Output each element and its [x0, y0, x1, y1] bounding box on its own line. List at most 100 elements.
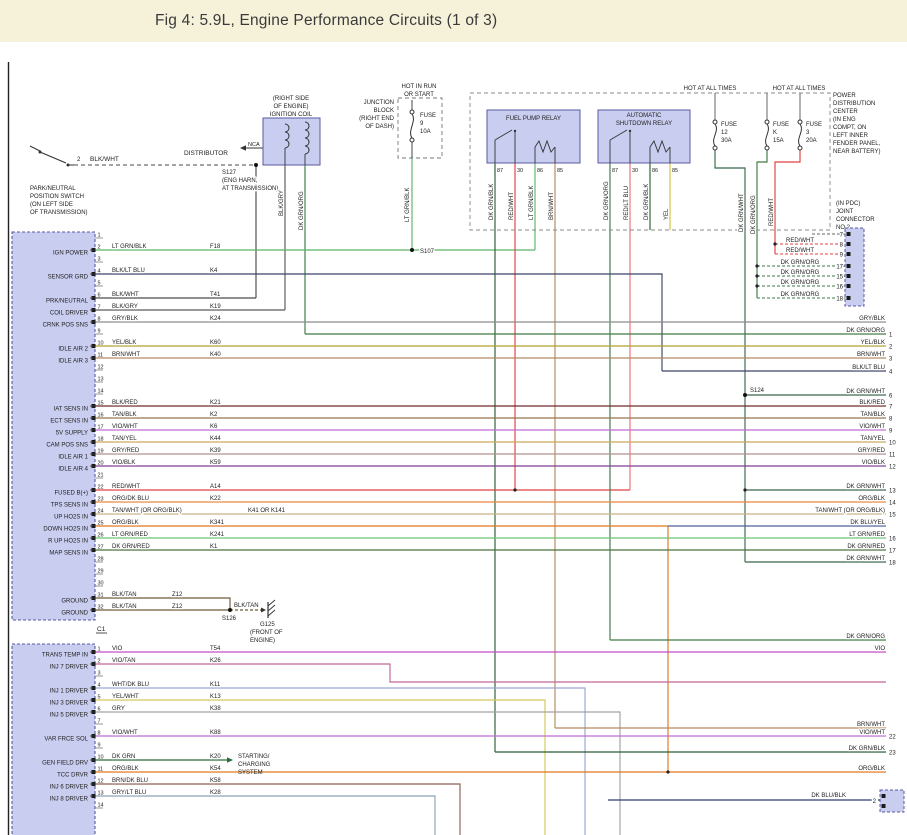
circuit-code: K341 — [210, 520, 225, 526]
wire-color-label: LT GRN/BLK — [529, 186, 535, 220]
pcm-function-label: CAM POS SNS — [46, 443, 88, 449]
pin-number: 8 — [840, 242, 844, 248]
hot-label: HOT IN RUN — [402, 84, 437, 90]
pcm-function-label: SENSOR GRD — [48, 275, 89, 281]
figure-title-bar: Fig 4: 5.9L, Engine Performance Circuits… — [0, 0, 907, 42]
pcm-function-label: ECT SENS IN — [50, 419, 88, 425]
circuit-code: Z12 — [172, 604, 183, 610]
circuit-code: T41 — [210, 292, 221, 298]
wire-label: VIO/BLK — [862, 460, 885, 466]
fuse-label: FUSE — [721, 122, 737, 128]
wire-label: DK GRN/BLK — [849, 746, 885, 752]
wire-label: DK GRN/RED — [847, 544, 885, 550]
wire-label: ORG/BLK — [858, 766, 885, 772]
hot-label: HOT AT ALL TIMES — [684, 86, 737, 92]
wire-color-label: RED/LT BLU — [624, 186, 630, 220]
starting-charging-caption: CHARGING — [238, 762, 271, 768]
ground-g125: S126 BLK/TAN G125 (FRONT OF ENGINE) — [221, 599, 283, 644]
joint-connector-caption: CONNECTOR — [836, 217, 875, 223]
circuit-code: K2 — [210, 412, 218, 418]
circuit-code: F18 — [210, 244, 221, 250]
wire-label: RED/WHT — [786, 238, 814, 244]
pnp-switch-caption: POSITION SWITCH — [30, 194, 84, 200]
connector-designator: C1 — [97, 626, 106, 633]
wire-label: DK BLU/YEL — [850, 520, 885, 526]
pin-number: 4 — [889, 369, 893, 375]
pnp-switch-caption: OF TRANSMISSION) — [30, 210, 88, 216]
pcm-pin-number: 5 — [98, 695, 101, 701]
fuse-label: 12 — [721, 130, 728, 136]
pnp-switch-caption: (ON LEFT SIDE — [30, 202, 73, 208]
wire-color-label: BRN/WHT — [112, 352, 140, 358]
wire-label: DK BLU/BLK — [811, 793, 846, 799]
ground-caption: ENGINE) — [250, 638, 275, 644]
wire-label: BRN/WHT — [857, 722, 885, 728]
relay-pin-number: 87 — [497, 168, 503, 174]
pin-number: 23 — [889, 750, 896, 756]
pin-number: 13 — [889, 488, 896, 494]
wire-label: VIO — [875, 646, 886, 652]
pcm-pin-number: 16 — [98, 413, 104, 419]
pin-number: 1 — [889, 332, 893, 338]
pcm-function-label: VAR FRCE SOL — [44, 737, 88, 743]
relay-pin-number: 30 — [632, 168, 638, 174]
pcm-pin-number: 11 — [98, 353, 104, 359]
circuit-code: K13 — [210, 694, 221, 700]
circuit-code: A14 — [210, 484, 221, 490]
relay-pin-number: 87 — [612, 168, 618, 174]
wire-color-label: RED/WHT — [769, 198, 775, 226]
pcm-function-label: GROUND — [61, 611, 88, 617]
hot-label: HOT AT ALL TIMES — [773, 86, 826, 92]
pcm-function-label: R UP HO2S IN — [48, 539, 88, 545]
wire-label: VIO/WHT — [859, 730, 885, 736]
wire-color-label: RED/WHT — [509, 192, 515, 220]
wire-color-label: RED/WHT — [112, 484, 140, 490]
fuse-label: K — [773, 130, 777, 136]
wiring-diagram: GRY/BLK DK GRN/ORG 1 YEL/BLK 2 BRN/WHT 3 BLK/LT… — [7, 62, 905, 835]
wire-label: TAN/BLK — [860, 412, 885, 418]
pin-number: 15 — [836, 274, 843, 280]
wire-color-label: BLK/WHT — [112, 292, 139, 298]
pin-number: 16 — [836, 284, 843, 290]
pcm-pin-number: 1 — [98, 233, 101, 239]
circuit-code: K54 — [210, 766, 221, 772]
wire-color-label: DK GRN/RED — [112, 544, 150, 550]
joint-connector-caption: NO 2 — [836, 225, 851, 231]
circuit-code: K241 — [210, 532, 225, 538]
pcm-function-label: IDLE AIR 1 — [58, 455, 88, 461]
pcm-function-label: MAP SENS IN — [49, 551, 88, 557]
pin-number: 17 — [836, 264, 843, 270]
fuse-label: 30A — [721, 138, 732, 144]
pcm-pin-number: 18 — [98, 437, 104, 443]
wire-label: TAN/WHT (OR ORG/BLK) — [815, 508, 885, 514]
wire-label: BRN/WHT — [857, 352, 885, 358]
fuse-label: 15A — [773, 138, 784, 144]
pcm-pin-number: 17 — [98, 425, 104, 431]
splice-label: S127 — [222, 170, 237, 176]
ignition-coil-caption: IGNITION COIL — [270, 112, 313, 118]
wire-label: DK GRN/ORG — [781, 280, 820, 286]
pcm-pin-number: 9 — [98, 329, 101, 335]
pcm-function-label: COIL DRIVER — [50, 311, 89, 317]
wire-color-label: YEL — [664, 208, 670, 220]
pin-number: 3 — [889, 356, 893, 362]
pcm-pin-number: 6 — [98, 707, 101, 713]
pin-number: 9 — [840, 252, 844, 258]
wire-color-label: YEL/WHT — [112, 694, 139, 700]
figure-title: Fig 4: 5.9L, Engine Performance Circuits… — [155, 12, 498, 29]
circuit-code: K22 — [210, 496, 221, 502]
pcm-function-label: INJ 7 DRIVER — [50, 665, 89, 671]
relay-label: AUTOMATIC — [627, 113, 662, 119]
wire-label: DK GRN/ORG — [846, 634, 885, 640]
wire-label: TAN/YEL — [860, 436, 885, 442]
wire-color-label: BLK/GRY — [112, 304, 138, 310]
components: 2 BLK/WHT PARK/NEUTRAL POSITION SWITCH (ON L… — [29, 83, 777, 776]
wire-label: ORG/BLK — [858, 496, 885, 502]
wire-color-label: TAN/WHT (OR ORG/BLK) — [112, 508, 182, 514]
starting-charging-caption: SYSTEM — [238, 770, 263, 776]
pcm-pin-number: 32 — [98, 605, 104, 611]
circuit-code: K6 — [210, 424, 218, 430]
pcm-pin-number: 25 — [98, 521, 104, 527]
pin-number: 12 — [889, 464, 896, 470]
junction-block-caption: OF DASH) — [365, 124, 394, 130]
